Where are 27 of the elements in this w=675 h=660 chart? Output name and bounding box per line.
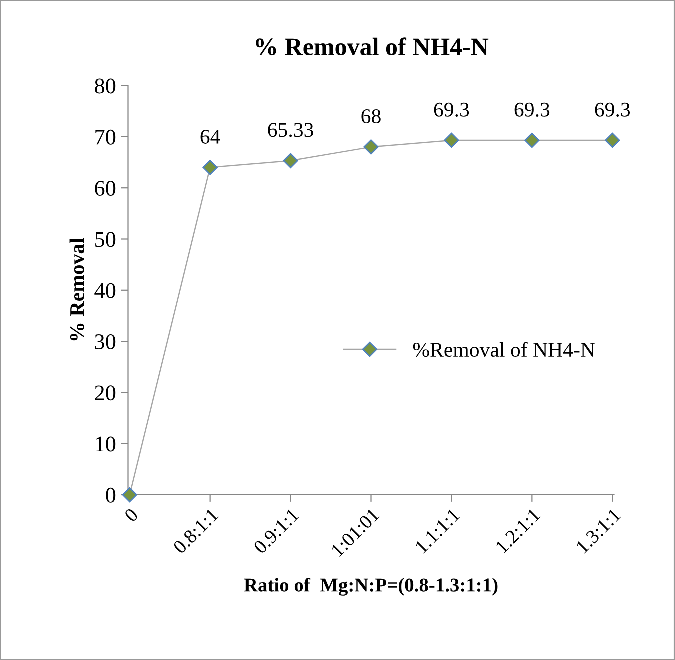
data-label: 69.3 xyxy=(434,102,470,117)
point xyxy=(524,132,540,148)
point xyxy=(605,132,620,148)
y-axis-title: % Removal xyxy=(70,238,85,341)
y-tick-label: 70 xyxy=(96,130,116,145)
point xyxy=(122,487,138,503)
point xyxy=(283,153,298,168)
y-tick-label: 40 xyxy=(94,283,116,298)
data-label: 69.3 xyxy=(514,102,550,117)
y-tick-label: 0 xyxy=(106,488,116,503)
data-label: 65.33 xyxy=(268,123,314,138)
y-tick-label: 30 xyxy=(95,334,116,350)
point xyxy=(444,132,460,148)
chart-title: % Removal of NH4-N xyxy=(256,38,489,56)
y-tick-label: 50 xyxy=(96,232,116,248)
data-label: 68 xyxy=(362,109,381,124)
point xyxy=(202,160,218,176)
y-tick-label: 80 xyxy=(95,78,116,94)
y-tick-label: 60 xyxy=(95,181,116,196)
y-tick-label: 20 xyxy=(95,386,116,401)
y-tick-label: 10 xyxy=(96,436,116,452)
data-label: 69.3 xyxy=(595,102,630,117)
legend-label: %Removal of NH4-N xyxy=(413,342,596,358)
x-tick-label: 0 xyxy=(124,508,140,523)
point xyxy=(364,140,379,155)
x-axis-title: Ratio of Mg:N:P=(0.8-1.3:1:1) xyxy=(244,578,498,596)
data-label: 64 xyxy=(200,130,220,144)
